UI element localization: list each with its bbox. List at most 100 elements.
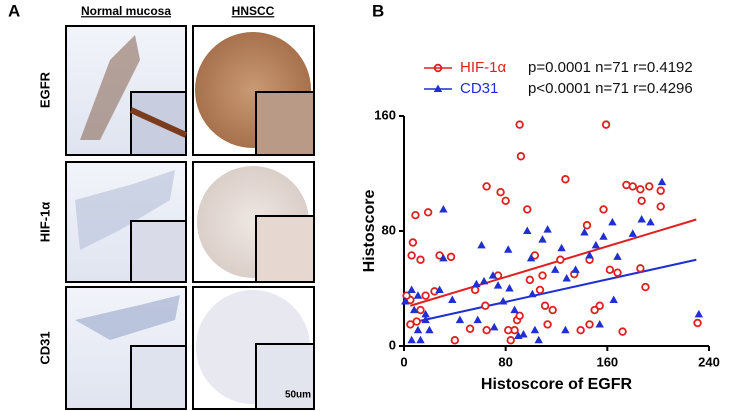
data-point bbox=[504, 325, 513, 335]
data-point bbox=[519, 330, 528, 338]
data-point bbox=[514, 331, 523, 339]
data-point bbox=[528, 289, 537, 298]
data-point bbox=[694, 309, 704, 318]
data-point bbox=[580, 227, 589, 236]
data-point bbox=[413, 325, 423, 334]
x-axis-label: Histoscore of EGFR bbox=[481, 376, 633, 393]
data-point bbox=[551, 265, 560, 273]
data-point bbox=[407, 335, 416, 344]
data-point bbox=[506, 336, 515, 345]
data-point bbox=[543, 225, 552, 233]
data-point bbox=[599, 205, 608, 214]
x-tick-label: 80 bbox=[498, 354, 512, 369]
data-point bbox=[448, 295, 457, 303]
legend-label: CD31 bbox=[460, 80, 498, 97]
data-point bbox=[561, 325, 570, 334]
data-point bbox=[488, 271, 498, 279]
column-header: Normal mucosa bbox=[81, 4, 171, 18]
data-point bbox=[601, 120, 611, 129]
data-point bbox=[530, 325, 540, 334]
data-point bbox=[416, 255, 425, 264]
data-point bbox=[501, 196, 510, 206]
data-point bbox=[425, 325, 434, 334]
data-point bbox=[411, 210, 420, 220]
data-point bbox=[446, 252, 456, 262]
data-point bbox=[608, 217, 617, 226]
data-point bbox=[591, 240, 601, 249]
data-point bbox=[477, 240, 486, 249]
data-point bbox=[582, 221, 592, 230]
y-tick-label: 0 bbox=[389, 337, 396, 352]
data-point bbox=[455, 315, 465, 324]
data-point bbox=[543, 320, 552, 329]
data-point bbox=[585, 250, 594, 259]
data-point bbox=[540, 301, 550, 310]
data-point bbox=[637, 196, 646, 206]
data-point bbox=[496, 187, 505, 197]
data-point bbox=[416, 335, 425, 344]
data-point bbox=[416, 305, 425, 315]
data-point bbox=[561, 175, 570, 184]
data-point bbox=[409, 305, 419, 314]
data-point bbox=[576, 325, 585, 335]
data-point bbox=[585, 320, 594, 329]
data-point bbox=[645, 182, 654, 191]
data-point bbox=[636, 185, 645, 194]
data-point bbox=[613, 252, 622, 260]
data-point bbox=[407, 285, 416, 293]
data-point bbox=[493, 281, 503, 289]
data-point bbox=[479, 276, 489, 285]
data-point bbox=[498, 296, 508, 305]
data-point bbox=[535, 285, 545, 295]
data-point bbox=[435, 285, 444, 293]
row-label: CD31 bbox=[37, 331, 52, 364]
x-tick-label: 240 bbox=[698, 354, 720, 369]
data-point bbox=[562, 273, 571, 282]
data-point bbox=[490, 322, 499, 331]
data-point bbox=[590, 305, 599, 315]
annotation: p<0.0001 n=71 r=0.4296 bbox=[528, 80, 693, 97]
data-point bbox=[595, 319, 604, 328]
data-point bbox=[613, 268, 622, 277]
data-point bbox=[548, 305, 557, 315]
data-point bbox=[571, 265, 580, 273]
fit-line bbox=[410, 258, 697, 324]
data-point bbox=[628, 229, 637, 237]
data-point bbox=[423, 208, 433, 217]
data-point bbox=[421, 291, 430, 300]
data-point bbox=[515, 311, 524, 321]
data-point bbox=[538, 271, 547, 280]
data-point bbox=[599, 232, 608, 240]
column-header: HNSCC bbox=[232, 4, 275, 18]
x-tick-label: 160 bbox=[596, 354, 618, 369]
data-point bbox=[646, 217, 655, 226]
panel-label: B bbox=[372, 1, 384, 20]
data-point bbox=[516, 152, 526, 161]
data-point bbox=[408, 238, 418, 247]
data-point bbox=[505, 284, 514, 292]
data-point bbox=[465, 324, 475, 333]
x-tick-label: 0 bbox=[400, 354, 407, 369]
data-point bbox=[450, 336, 460, 345]
data-point bbox=[534, 335, 543, 344]
fit-line bbox=[410, 218, 697, 307]
data-point bbox=[504, 245, 513, 253]
data-point bbox=[439, 204, 448, 213]
y-tick-label: 160 bbox=[374, 107, 396, 122]
data-point bbox=[609, 295, 618, 303]
data-point bbox=[413, 291, 423, 299]
data-point bbox=[515, 120, 524, 129]
data-point bbox=[482, 182, 491, 191]
data-point bbox=[693, 318, 702, 328]
data-point bbox=[523, 226, 532, 234]
data-point bbox=[656, 186, 665, 195]
data-point bbox=[481, 301, 490, 310]
data-point bbox=[628, 182, 637, 191]
annotation: p=0.0001 n=71 r=0.4192 bbox=[528, 59, 693, 76]
data-point bbox=[472, 279, 481, 288]
data-point bbox=[407, 251, 416, 260]
data-point bbox=[618, 327, 627, 336]
data-point bbox=[557, 243, 566, 252]
